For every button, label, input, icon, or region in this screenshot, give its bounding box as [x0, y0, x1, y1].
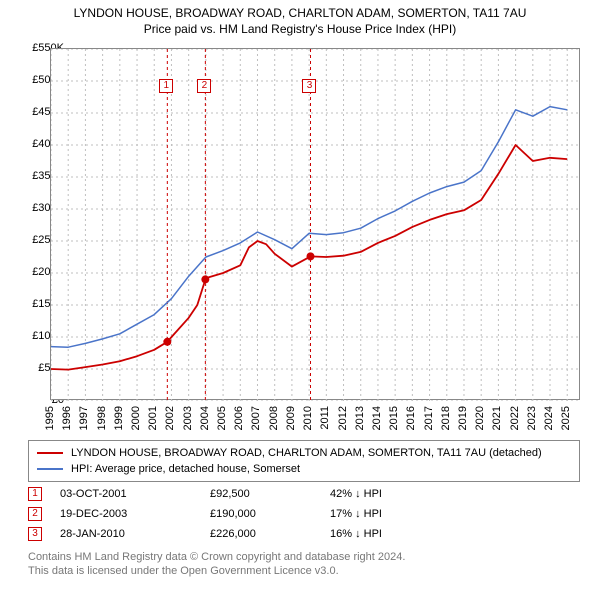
- x-tick-label: 2008: [268, 406, 280, 430]
- x-tick-label: 2015: [388, 406, 400, 430]
- x-tick-label: 2020: [474, 406, 486, 430]
- title-line-2: Price paid vs. HM Land Registry's House …: [0, 22, 600, 36]
- x-tick-label: 1996: [61, 406, 73, 430]
- sale-date: 03-OCT-2001: [60, 488, 210, 500]
- x-tick-label: 2003: [182, 406, 194, 430]
- event-marker-icon: 1: [159, 79, 173, 93]
- legend-swatch: [37, 468, 63, 470]
- legend-label: LYNDON HOUSE, BROADWAY ROAD, CHARLTON AD…: [71, 447, 542, 459]
- x-tick-label: 1999: [113, 406, 125, 430]
- sale-row: 3 28-JAN-2010 £226,000 16% ↓ HPI: [28, 524, 580, 544]
- x-tick-label: 2002: [164, 406, 176, 430]
- line-chart: 1 2 3: [50, 48, 580, 400]
- x-tick-label: 2011: [319, 406, 331, 430]
- sale-marker-icon: 2: [28, 507, 42, 521]
- sale-marker-icon: 1: [28, 487, 42, 501]
- sale-date: 28-JAN-2010: [60, 528, 210, 540]
- event-marker-icon: 2: [197, 79, 211, 93]
- sale-price: £190,000: [210, 508, 330, 520]
- x-tick-label: 1997: [78, 406, 90, 430]
- sale-price: £226,000: [210, 528, 330, 540]
- x-tick-label: 2018: [440, 406, 452, 430]
- sale-marker-icon: 3: [28, 527, 42, 541]
- sale-date: 19-DEC-2003: [60, 508, 210, 520]
- sale-price: £92,500: [210, 488, 330, 500]
- x-tick-label: 2016: [405, 406, 417, 430]
- legend-row-hpi: HPI: Average price, detached house, Some…: [37, 461, 571, 477]
- x-tick-label: 2000: [130, 406, 142, 430]
- sale-delta: 42% ↓ HPI: [330, 488, 382, 500]
- x-tick-label: 2025: [560, 406, 572, 430]
- x-tick-label: 2013: [354, 406, 366, 430]
- x-tick-label: 2006: [233, 406, 245, 430]
- x-tick-label: 2022: [509, 406, 521, 430]
- x-tick-label: 2014: [371, 406, 383, 430]
- x-tick-label: 1995: [44, 406, 56, 430]
- x-tick-label: 2001: [147, 406, 159, 430]
- x-tick-label: 2009: [285, 406, 297, 430]
- title-line-1: LYNDON HOUSE, BROADWAY ROAD, CHARLTON AD…: [0, 6, 600, 20]
- footer-line-1: Contains HM Land Registry data © Crown c…: [28, 550, 580, 564]
- legend-label: HPI: Average price, detached house, Some…: [71, 463, 300, 475]
- legend-row-property: LYNDON HOUSE, BROADWAY ROAD, CHARLTON AD…: [37, 445, 571, 461]
- x-tick-label: 1998: [96, 406, 108, 430]
- x-tick-label: 2024: [543, 406, 555, 430]
- x-tick-label: 2019: [457, 406, 469, 430]
- legend: LYNDON HOUSE, BROADWAY ROAD, CHARLTON AD…: [28, 440, 580, 482]
- x-tick-label: 2021: [491, 406, 503, 430]
- x-tick-label: 2004: [199, 406, 211, 430]
- x-tick-label: 2007: [250, 406, 262, 430]
- x-tick-label: 2012: [337, 406, 349, 430]
- legend-swatch: [37, 452, 63, 454]
- sales-table: 1 03-OCT-2001 £92,500 42% ↓ HPI 2 19-DEC…: [28, 484, 580, 544]
- sale-delta: 17% ↓ HPI: [330, 508, 382, 520]
- footer-line-2: This data is licensed under the Open Gov…: [28, 564, 580, 578]
- x-tick-label: 2010: [302, 406, 314, 430]
- sale-row: 1 03-OCT-2001 £92,500 42% ↓ HPI: [28, 484, 580, 504]
- chart-title: LYNDON HOUSE, BROADWAY ROAD, CHARLTON AD…: [0, 0, 600, 36]
- x-tick-label: 2023: [526, 406, 538, 430]
- sale-row: 2 19-DEC-2003 £190,000 17% ↓ HPI: [28, 504, 580, 524]
- x-tick-label: 2017: [423, 406, 435, 430]
- footer-attribution: Contains HM Land Registry data © Crown c…: [28, 550, 580, 579]
- x-tick-label: 2005: [216, 406, 228, 430]
- x-axis-labels: 1995199619971998199920002001200220032004…: [50, 404, 580, 444]
- sale-delta: 16% ↓ HPI: [330, 528, 382, 540]
- event-marker-icon: 3: [302, 79, 316, 93]
